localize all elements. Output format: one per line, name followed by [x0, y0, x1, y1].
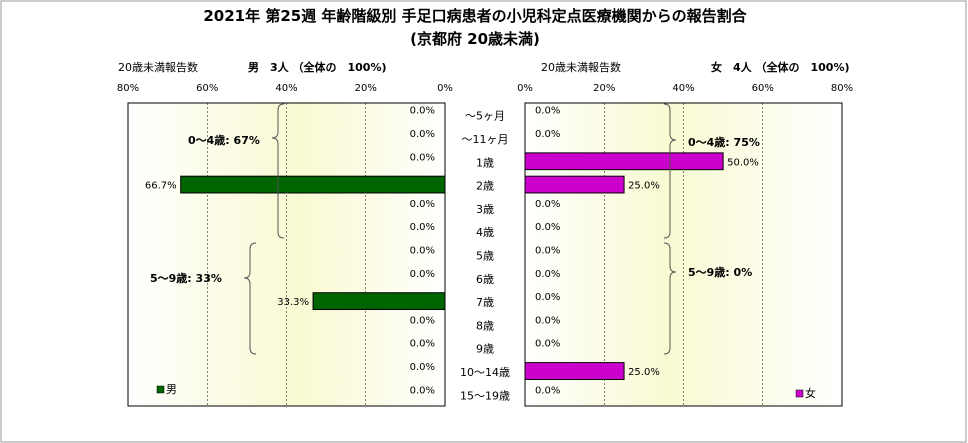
female-bracket-0-4	[663, 103, 677, 239]
male-tick-label: 60%	[196, 83, 218, 94]
age-category-label: 2歳	[476, 180, 494, 193]
male-bracket-5-9	[243, 242, 257, 355]
age-category-label: 4歳	[476, 226, 494, 239]
female-value-label: 0.0%	[535, 199, 560, 210]
male-value-label: 0.0%	[410, 222, 435, 233]
male-tick-label: 80%	[117, 83, 139, 94]
age-category-label: ～11ヶ月	[462, 133, 509, 146]
male-legend-label: 男	[166, 383, 177, 396]
female-value-label: 0.0%	[535, 385, 560, 396]
male-value-label: 0.0%	[410, 315, 435, 326]
age-category-label: 9歳	[476, 343, 494, 356]
male-legend-swatch	[156, 385, 165, 394]
female-value-label: 0.0%	[535, 292, 560, 303]
female-legend-swatch	[795, 389, 804, 398]
female-value-label: 0.0%	[535, 129, 560, 140]
age-category-label: 10～14歳	[460, 366, 510, 379]
female-bar	[524, 362, 625, 380]
male-value-label: 0.0%	[410, 106, 435, 117]
female-bar	[524, 175, 625, 194]
chart-title: 2021年 第25週 年齢階級別 手足口病患者の小児科定点医療機関からの報告割合	[203, 7, 747, 25]
male-tick-label: 20%	[355, 83, 377, 94]
female-value-label: 0.0%	[535, 246, 560, 257]
female-tick-label: 40%	[672, 83, 694, 94]
age-category-label: 8歳	[476, 319, 494, 332]
female-value-label: 0.0%	[535, 106, 560, 117]
female-value-label: 25.0%	[628, 181, 660, 192]
male-tick-label: 0%	[437, 83, 453, 94]
female-group-0-4: 0～4歳: 75%	[688, 135, 760, 149]
female-group-5-9: 5～9歳: 0%	[688, 265, 752, 279]
age-category-label: 3歳	[476, 203, 494, 216]
age-category-label: 7歳	[476, 296, 494, 309]
female-value-label: 25.0%	[628, 367, 660, 378]
male-value-label: 0.0%	[410, 385, 435, 396]
female-bracket-5-9	[663, 242, 677, 355]
male-value-label: 0.0%	[410, 246, 435, 257]
female-legend-label: 女	[805, 386, 816, 400]
age-category-label: ～5ヶ月	[465, 110, 505, 123]
male-value-label: 0.0%	[410, 152, 435, 163]
male-value-label: 0.0%	[410, 269, 435, 280]
chart-subtitle: (京都府 20歳未満)	[410, 30, 540, 48]
male-tick-label: 40%	[275, 83, 297, 94]
male-value-label: 0.0%	[410, 199, 435, 210]
female-value-label: 50.0%	[727, 157, 759, 168]
female-header: 20歳未満報告数	[541, 61, 621, 74]
male-value-label: 0.0%	[410, 339, 435, 350]
age-category-label: 15～19歳	[460, 389, 510, 402]
male-header: 20歳未満報告数	[118, 61, 198, 74]
age-category-label: 5歳	[476, 250, 494, 263]
female-value-label: 0.0%	[535, 269, 560, 280]
female-bar	[524, 152, 724, 171]
male-value-label: 0.0%	[410, 129, 435, 140]
female-tick-label: 0%	[517, 83, 533, 94]
male-value-label: 0.0%	[410, 362, 435, 373]
male-bracket-0-4	[271, 103, 285, 239]
female-tick-label: 80%	[831, 83, 853, 94]
male-group-5-9: 5～9歳: 33%	[150, 271, 222, 285]
female-summary: 女 4人 （全体の 100%)	[711, 60, 850, 74]
male-value-label: 33.3%	[277, 297, 309, 308]
female-value-label: 0.0%	[535, 222, 560, 233]
male-value-label: 66.7%	[145, 181, 177, 192]
female-tick-label: 60%	[752, 83, 774, 94]
female-value-label: 0.0%	[535, 315, 560, 326]
female-tick-label: 20%	[593, 83, 615, 94]
age-category-label: 1歳	[476, 156, 494, 169]
male-summary: 男 3人 （全体の 100%)	[248, 60, 387, 74]
female-value-label: 0.0%	[535, 339, 560, 350]
male-bar	[312, 292, 446, 311]
male-bar	[180, 175, 446, 194]
male-group-0-4: 0～4歳: 67%	[188, 133, 260, 147]
age-category-label: 6歳	[476, 273, 494, 286]
